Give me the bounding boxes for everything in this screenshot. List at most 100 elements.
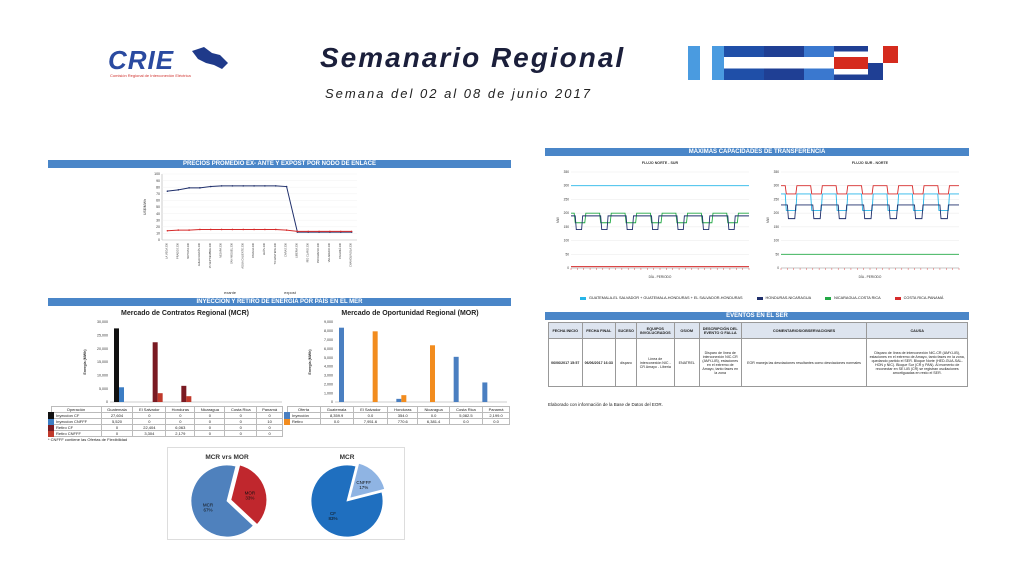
data-point (242, 185, 245, 187)
table-row: Inyeccion CF 27,604 0 0 0 0 0 (47, 412, 283, 419)
bar (401, 395, 407, 402)
legend-expost: expost (284, 290, 297, 295)
legend-item: GUATEMALA-EL SALVADOR + GUATEMALA-HONDUR… (580, 296, 743, 300)
pie-title: MCR vrs MOR (205, 454, 249, 461)
pie-slice (349, 462, 386, 499)
data-point (231, 228, 234, 231)
series-line (571, 212, 749, 224)
x-tick-label: MOYUTA 230 (186, 242, 190, 258)
table-cell: 7,951.6 (352, 418, 389, 425)
pie-percent: 83% (329, 516, 338, 521)
events-cell: EOR maneja las desviaciones resultantes … (740, 338, 868, 387)
crie-logo-subtext: Comisión Regional de Interconexión Eléct… (110, 73, 191, 78)
bar (396, 398, 402, 402)
legend-swatch (756, 296, 763, 300)
chart-title: FLUJO SUR - NORTE (852, 161, 889, 165)
y-tick-label: 60 (156, 199, 160, 203)
data-point (209, 228, 212, 231)
bar (453, 356, 459, 402)
events-cell: 06/06/2017 16:33 (581, 338, 617, 387)
x-tick-label: VELADERO 230 (327, 242, 331, 262)
x-tick-label: CHANGUINOLA 230 (349, 242, 353, 266)
y-tick-label: 9,000 (324, 320, 333, 324)
pie-percent: 67% (203, 508, 212, 513)
table-row: Inyección 8,359.9 0.0 354.0 0.0 5,082.5 2,199.… (284, 412, 510, 419)
data-point (253, 228, 255, 231)
guatemala-flag-icon (688, 46, 724, 80)
data-point (318, 230, 320, 233)
events-cell: 06/06/2017 15:57 (548, 338, 583, 387)
data-point (177, 229, 180, 231)
y-axis-label: Energía (MWh) (83, 349, 87, 375)
row-label: Retiro (284, 418, 321, 425)
series-line (571, 215, 749, 231)
mcr-bar-chart: 0 5,000 10,000 15,000 20,000 25,000 30,000 Ener… (83, 320, 282, 404)
y-axis-label: Energía (MWh) (308, 349, 312, 375)
data-point (307, 230, 310, 233)
bar (372, 331, 378, 402)
pie-label: MCR (203, 503, 214, 508)
y-tick-label: 20,000 (97, 347, 108, 351)
costa-rica-flag-icon (834, 46, 868, 80)
bar (482, 382, 488, 402)
table-row: Retiro CF 0 22,404 6,063 0 0 0 (47, 424, 283, 431)
events-header: SUCESO (615, 322, 637, 339)
mor-bar-chart: 0 1,000 2,000 3,000 4,000 5,000 6,000 7,000 8,00… (308, 320, 507, 404)
y-tick-label: 30 (156, 218, 160, 222)
y-tick-label: 250 (774, 197, 780, 201)
injection-section-title: INYECCIÓN Y RETIRO DE ENERGÍA POR PAÍS E… (48, 298, 511, 306)
y-tick-label: 250 (564, 197, 570, 201)
legend-item: HONDURAS-NICARAGUA (756, 296, 811, 300)
x-tick-label: SAN MIGUEL 230 (229, 242, 233, 264)
bar (157, 393, 163, 402)
data-point (253, 185, 255, 187)
data-point (199, 187, 201, 189)
table-cell: 0.0 (482, 418, 510, 425)
y-tick-label: 150 (564, 225, 570, 229)
pie-slice (230, 464, 268, 526)
data-point (188, 229, 190, 231)
bar (152, 342, 158, 402)
x-tick-label: LEÓN 230 (261, 242, 266, 255)
y-tick-label: 3,000 (324, 374, 333, 378)
bar (339, 327, 344, 402)
y-axis-label: MW (766, 217, 770, 223)
x-tick-label: TICUANTEPE 230 (273, 242, 277, 264)
mor-chart-title: Mercado de Oportunidad Regional (MOR) (341, 310, 479, 317)
events-section-title: EVENTOS EN EL SER (545, 312, 969, 320)
y-tick-label: 150 (774, 225, 780, 229)
events-header: DESCRIPCIÓN DEL EVENTO O FALLA (698, 322, 742, 339)
x-tick-label: PRADOS 230 (175, 242, 179, 259)
table-cell: 6,381.4 (417, 418, 450, 425)
page-title: Semanario Regional (320, 42, 626, 73)
mcr-table: Operación Guatemala El Salvador Honduras Nic… (47, 406, 283, 437)
x-tick-label: NEJAPA 230 (219, 242, 223, 257)
x-tick-label: LIBERIA 230 (294, 242, 298, 257)
transfer-legend: GUATEMALA-EL SALVADOR + GUATEMALA-HONDUR… (580, 296, 960, 304)
legend-item: COSTA RICA-PANAMÁ (894, 296, 943, 300)
mcr-chart-title: Mercado de Contratos Regional (MCR) (121, 310, 249, 317)
y-axis-label: US$/MWh (143, 199, 147, 215)
y-tick-label: 25,000 (97, 334, 108, 338)
data-point (166, 190, 169, 192)
x-axis-label: DÍA - PERIODO (649, 275, 672, 279)
events-header: EQUIPOS INVOLUCRADOS (635, 322, 675, 339)
y-tick-label: 0 (158, 238, 160, 242)
legend-swatch (894, 296, 901, 300)
x-tick-label: RÍO CLARO 230 (305, 242, 309, 262)
x-tick-label: PANAMÁ 230 (338, 242, 342, 258)
events-cell: Línea de interconexión NIC - CR Amayo - … (635, 338, 675, 387)
y-tick-label: 100 (774, 239, 780, 243)
pie-title: MCR (340, 454, 355, 461)
legend-label: NICARAGUA-COSTA RICA (834, 296, 881, 300)
map-icon (192, 47, 228, 69)
y-tick-label: 4,000 (324, 365, 333, 369)
events-cell: Disparo de línea de interconexión NIC-CR… (698, 338, 742, 387)
table-cell: 0 (100, 430, 134, 437)
y-tick-label: 1,000 (324, 391, 333, 395)
events-row: 06/06/2017 15:57 06/06/2017 16:33 disparo L… (548, 338, 968, 387)
y-tick-label: 20 (156, 225, 160, 229)
mor-table: Oferta Guatemala El Salvador Honduras Nicara… (284, 406, 510, 425)
events-header: CAUSA (866, 322, 968, 339)
